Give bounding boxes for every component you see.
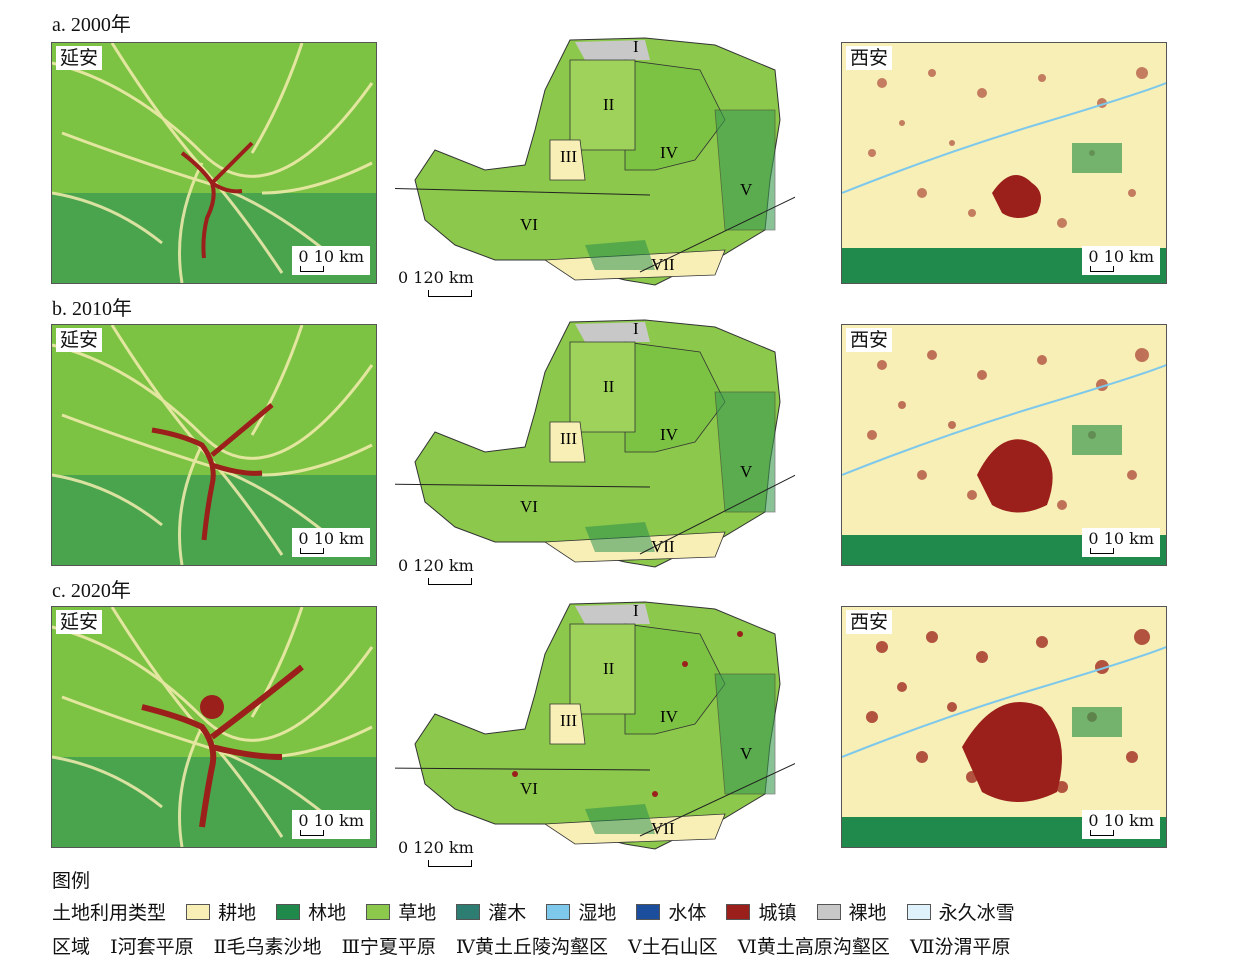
swatch-grassland — [366, 903, 391, 920]
yanan-urban — [141, 664, 304, 828]
legend-item: 永久冰雪 — [938, 902, 1015, 924]
row-title-2010: b. 2010年 — [52, 298, 132, 320]
yanan-urban — [180, 141, 254, 259]
swatch-forest — [276, 903, 301, 920]
svg-text:V: V — [740, 462, 753, 481]
legend-region-item: Ⅰ河套平原 — [110, 936, 194, 958]
legend-item: 城镇 — [758, 902, 797, 924]
svg-text:III: III — [560, 711, 577, 730]
scale-bar: 0 10 km — [292, 810, 370, 839]
loess-plateau-map-2000: I II III IV V VI VII — [395, 37, 795, 286]
xian-map-2000: 西安 0 10 km — [841, 42, 1167, 284]
scale-bar: 0 10 km — [1082, 528, 1160, 557]
legend-item: 裸地 — [848, 902, 887, 924]
legend-region-row: 区域 Ⅰ河套平原 Ⅱ毛乌素沙地 Ⅲ宁夏平原 Ⅳ黄土丘陵沟壑区 Ⅴ土石山区 Ⅵ黄土… — [52, 932, 1010, 959]
scale-bar: 0 10 km — [1082, 810, 1160, 839]
svg-text:VII: VII — [651, 819, 675, 838]
svg-text:IV: IV — [660, 707, 679, 726]
legend-region-item: Ⅲ宁夏平原 — [341, 936, 436, 958]
svg-text:VI: VI — [520, 779, 538, 798]
xian-urban — [962, 702, 1062, 802]
svg-text:IV: IV — [660, 143, 679, 162]
legend-item: 湿地 — [578, 902, 617, 924]
city-label-xian: 西安 — [846, 46, 893, 70]
row-title-2000: a. 2000年 — [52, 14, 131, 36]
svg-text:VII: VII — [651, 537, 675, 556]
swatch-bare — [816, 903, 841, 920]
city-label-xian: 西安 — [846, 610, 893, 634]
svg-text:I: I — [633, 319, 639, 338]
loess-plateau-map-2010: I II III IV V VI VII — [395, 319, 795, 568]
swatch-cropland — [186, 903, 211, 920]
svg-text:VI: VI — [520, 497, 538, 516]
svg-text:VI: VI — [520, 215, 538, 234]
scale-bar-120km: 0 120 km — [398, 268, 474, 297]
swatch-urban — [726, 903, 751, 920]
scale-bar: 0 10 km — [292, 246, 370, 275]
xian-map-2020: 西安 0 10 km — [841, 606, 1167, 848]
scale-bar: 0 10 km — [292, 528, 370, 557]
legend-title: 图例 — [52, 870, 91, 892]
city-label-yanan: 延安 — [56, 610, 103, 634]
legend-region-item: Ⅶ汾渭平原 — [909, 936, 1011, 958]
svg-text:V: V — [740, 744, 753, 763]
legend-landuse-row: 土地利用类型 耕地 林地 草地 灌木 湿地 水体 城镇 裸地 永久冰雪 — [52, 898, 1015, 925]
yanan-urban — [151, 403, 274, 541]
swatch-wetland — [546, 903, 571, 920]
legend-region-item: Ⅵ黄土高原沟壑区 — [737, 936, 890, 958]
xian-urban — [992, 175, 1041, 218]
legend-item: 林地 — [308, 902, 347, 924]
xian-map-2010: 西安 0 10 km — [841, 324, 1167, 566]
legend-item: 草地 — [398, 902, 437, 924]
xian-urban — [977, 439, 1053, 513]
svg-text:VII: VII — [651, 255, 675, 274]
legend-region-item: Ⅳ黄土丘陵沟壑区 — [455, 936, 608, 958]
scale-bar-120km: 0 120 km — [398, 838, 474, 867]
legend-item: 灌木 — [488, 902, 527, 924]
svg-text:III: III — [560, 147, 577, 166]
legend-item: 水体 — [668, 902, 707, 924]
yanan-map-2000: 延安 0 10 km — [51, 42, 377, 284]
city-label-yanan: 延安 — [56, 328, 103, 352]
region-label: I — [633, 37, 639, 56]
svg-text:I: I — [633, 601, 639, 620]
legend-region-item: Ⅴ土石山区 — [628, 936, 718, 958]
legend-region-label: 区域 — [52, 936, 91, 958]
yanan-map-2010: 延安 0 10 km — [51, 324, 377, 566]
svg-text:II: II — [603, 95, 615, 114]
swatch-water — [636, 903, 661, 920]
svg-text:II: II — [603, 377, 615, 396]
svg-text:V: V — [740, 180, 753, 199]
svg-text:IV: IV — [660, 425, 679, 444]
scale-bar: 0 10 km — [1082, 246, 1160, 275]
legend-item: 耕地 — [218, 902, 257, 924]
scale-bar-120km: 0 120 km — [398, 556, 474, 585]
yanan-map-2020: 延安 0 10 km — [51, 606, 377, 848]
row-title-2020: c. 2020年 — [52, 580, 131, 602]
legend-landuse-label: 土地利用类型 — [52, 902, 167, 924]
city-label-xian: 西安 — [846, 328, 893, 352]
city-label-yanan: 延安 — [56, 46, 103, 70]
loess-plateau-map-2020: I II III IV V VI VII — [395, 601, 795, 850]
svg-text:II: II — [603, 659, 615, 678]
svg-text:III: III — [560, 429, 577, 448]
legend-region-item: Ⅱ毛乌素沙地 — [213, 936, 322, 958]
swatch-snow — [906, 903, 931, 920]
swatch-shrub — [456, 903, 481, 920]
